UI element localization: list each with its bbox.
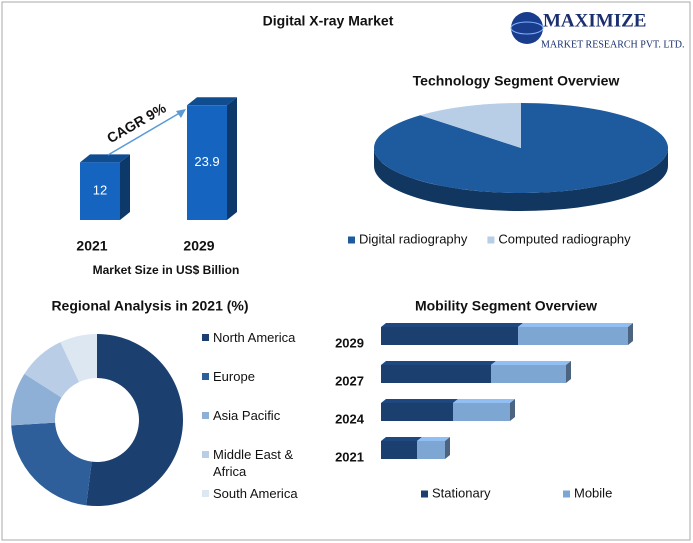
- segment-top: [381, 399, 458, 403]
- annotation: CAGR 9%: [104, 99, 169, 146]
- donut-slice: [86, 334, 183, 506]
- segment-front: [518, 327, 628, 345]
- legend-item: Europe: [202, 368, 313, 385]
- category-label: 2029: [335, 335, 364, 350]
- bar-segment: [381, 323, 523, 345]
- chart-title: Mobility Segment Overview: [415, 298, 597, 314]
- segment-front: [381, 441, 417, 459]
- bar-front: [80, 162, 120, 220]
- segment-side: [628, 323, 633, 345]
- legend-label: Mobile: [574, 485, 612, 500]
- donut-slice: [11, 422, 92, 506]
- logo-tagline: MARKET RESEARCH PVT. LTD.: [541, 39, 684, 50]
- cagr-arrowhead: [176, 109, 186, 118]
- bar-segment: [381, 437, 422, 459]
- segment-front: [381, 403, 453, 421]
- bar: [80, 154, 130, 220]
- segment-top: [417, 437, 450, 441]
- bar-segment: [381, 399, 458, 421]
- bar-side: [120, 154, 130, 220]
- legend-swatch: [202, 451, 209, 458]
- segment-side: [445, 437, 450, 459]
- legend-swatch: [202, 412, 209, 419]
- bar-segment: [518, 323, 633, 345]
- segment-front: [381, 327, 518, 345]
- legend-swatch: [421, 490, 428, 498]
- legend-label: North America: [213, 330, 296, 345]
- legend-swatch: [563, 490, 570, 498]
- category-label: 2021: [335, 449, 364, 464]
- legend-swatch: [348, 236, 355, 244]
- category-label: 2029: [183, 238, 214, 254]
- category-label: 2027: [335, 373, 364, 388]
- value-label: 23.9: [194, 154, 219, 169]
- slice-side: [374, 148, 668, 211]
- bar-segment: [491, 361, 571, 383]
- legend-swatch: [202, 334, 209, 341]
- segment-top: [491, 361, 571, 365]
- legend-label: Stationary: [432, 485, 491, 500]
- legend-swatch: [202, 373, 209, 380]
- x-axis-label: Market Size in US$ Billion: [93, 263, 240, 277]
- category-label: 2024: [335, 411, 365, 426]
- bar: [187, 97, 237, 220]
- slice-top: [420, 103, 521, 148]
- legend-label: South America: [213, 486, 298, 501]
- logo-name: MAXIMIZE: [543, 10, 646, 31]
- legend-label: Europe: [213, 369, 255, 384]
- category-label: 2021: [76, 238, 107, 254]
- bar-top: [80, 154, 130, 163]
- bar-segment: [453, 399, 515, 421]
- donut-slice: [11, 373, 62, 426]
- pie-slice: [420, 103, 521, 148]
- segment-front: [417, 441, 445, 459]
- segment-top: [381, 361, 496, 365]
- bar-segment: [381, 361, 496, 383]
- legend-label: Computed radiography: [498, 231, 631, 246]
- chart-title: Digital X-ray Market: [263, 13, 394, 29]
- legend-swatch: [202, 490, 209, 497]
- donut-slice: [24, 342, 80, 398]
- segment-top: [381, 323, 523, 327]
- chart-title: Technology Segment Overview: [413, 73, 620, 89]
- segment-top: [381, 437, 422, 441]
- bar-segment: [417, 437, 450, 459]
- legend-item: South America: [202, 485, 313, 502]
- bar-front: [187, 105, 227, 220]
- bar-top: [187, 97, 237, 106]
- segment-top: [453, 399, 515, 403]
- segment-top: [518, 323, 633, 327]
- segment-front: [453, 403, 510, 421]
- value-label: 12: [93, 183, 107, 198]
- legend-label: Middle East & Africa: [213, 447, 294, 479]
- segment-front: [491, 365, 566, 383]
- segment-side: [510, 399, 515, 421]
- legend-item: Middle East & Africa: [202, 446, 313, 480]
- logo-orbit: [510, 21, 544, 35]
- legend-item: North America: [202, 329, 313, 346]
- legend-item: Asia Pacific: [202, 407, 313, 424]
- segment-front: [381, 365, 491, 383]
- logo-globe: [511, 12, 543, 44]
- legend-label: Digital radiography: [359, 231, 468, 246]
- bar-side: [227, 97, 237, 220]
- donut-slice: [60, 334, 97, 382]
- legend-label: Asia Pacific: [213, 408, 281, 423]
- legend-swatch: [487, 236, 495, 244]
- segment-side: [566, 361, 571, 383]
- chart-title: Regional Analysis in 2021 (%): [51, 298, 248, 314]
- cagr-arrow: [107, 110, 184, 156]
